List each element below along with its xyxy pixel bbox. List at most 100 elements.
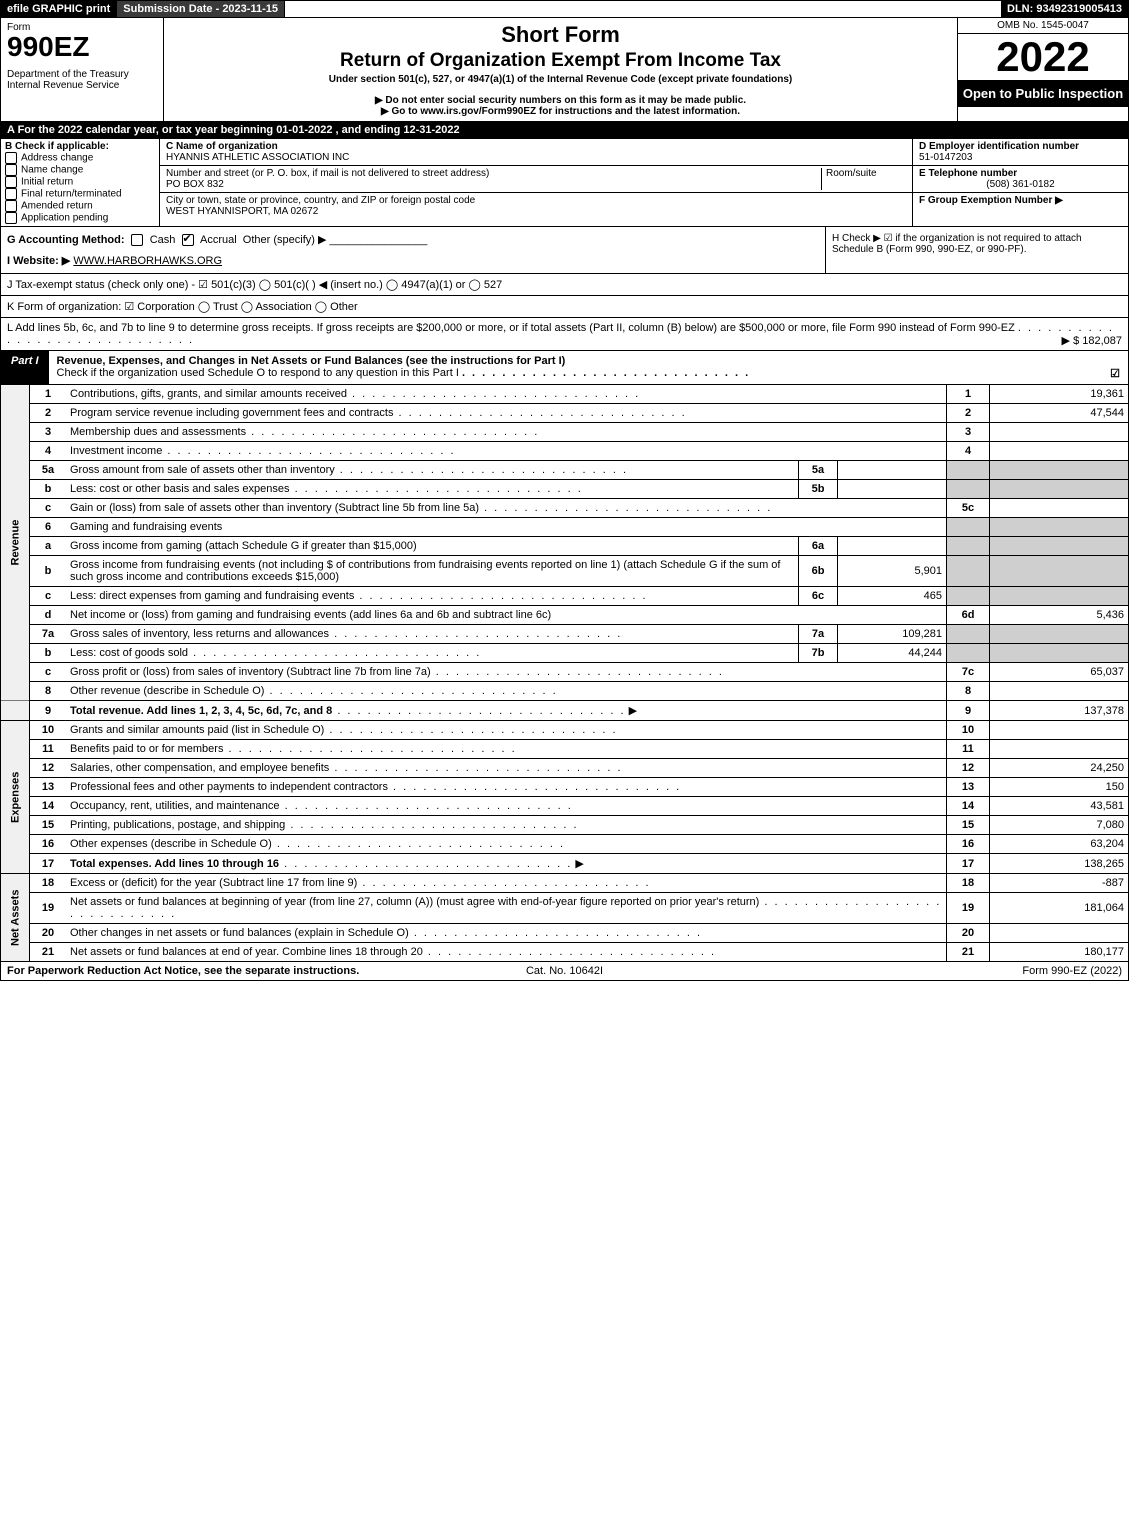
ln-6: 6 bbox=[30, 518, 67, 537]
desc-15: Printing, publications, postage, and shi… bbox=[70, 819, 285, 831]
ln-7b: b bbox=[30, 644, 67, 663]
desc-13: Professional fees and other payments to … bbox=[70, 781, 388, 793]
ln-6d: d bbox=[30, 606, 67, 625]
chk-pending[interactable]: Application pending bbox=[5, 212, 155, 224]
row-l-amount: ▶ $ 182,087 bbox=[1062, 334, 1122, 347]
row-g: G Accounting Method: Cash Accrual Other … bbox=[1, 227, 825, 273]
row-l: L Add lines 5b, 6c, and 7b to line 9 to … bbox=[0, 318, 1129, 351]
omb-number: OMB No. 1545-0047 bbox=[958, 18, 1128, 34]
desc-9: Total revenue. Add lines 1, 2, 3, 4, 5c,… bbox=[70, 705, 332, 717]
ln-6b: b bbox=[30, 556, 67, 587]
f-label: F Group Exemption Number ▶ bbox=[919, 195, 1063, 206]
val-6c: 465 bbox=[838, 587, 947, 606]
desc-1: Contributions, gifts, grants, and simila… bbox=[70, 388, 347, 400]
desc-7c: Gross profit or (loss) from sales of inv… bbox=[70, 666, 431, 678]
val-6b: 5,901 bbox=[838, 556, 947, 587]
side-netassets: Net Assets bbox=[1, 874, 30, 962]
footer-right: Form 990-EZ (2022) bbox=[750, 965, 1122, 977]
chk-address[interactable]: Address change bbox=[5, 152, 155, 164]
val-17: 138,265 bbox=[990, 854, 1129, 874]
chk-cash[interactable] bbox=[131, 234, 143, 246]
bullet-goto-text[interactable]: ▶ Go to www.irs.gov/Form990EZ for instru… bbox=[381, 106, 740, 117]
title-return: Return of Organization Exempt From Incom… bbox=[172, 50, 949, 72]
d-label: D Employer identification number bbox=[919, 141, 1079, 152]
footer-left: For Paperwork Reduction Act Notice, see … bbox=[7, 965, 379, 977]
col-b-title: B Check if applicable: bbox=[5, 141, 155, 152]
val-19: 181,064 bbox=[990, 893, 1129, 924]
bullet-ssn: ▶ Do not enter social security numbers o… bbox=[172, 95, 949, 106]
desc-5c: Gain or (loss) from sale of assets other… bbox=[70, 502, 479, 514]
row-h: H Check ▶ ☑ if the organization is not r… bbox=[825, 227, 1128, 273]
footer-mid: Cat. No. 10642I bbox=[379, 965, 751, 977]
ln-17: 17 bbox=[30, 854, 67, 874]
ln-10: 10 bbox=[30, 721, 67, 740]
submission-date: Submission Date - 2023-11-15 bbox=[117, 1, 285, 17]
ln-18: 18 bbox=[30, 874, 67, 893]
ln-12: 12 bbox=[30, 759, 67, 778]
form-code: 990EZ bbox=[7, 33, 157, 61]
title-short: Short Form bbox=[172, 22, 949, 48]
row-a-taxyear: A For the 2022 calendar year, or tax yea… bbox=[0, 122, 1129, 139]
desc-17: Total expenses. Add lines 10 through 16 bbox=[70, 858, 279, 870]
chk-final[interactable]: Final return/terminated bbox=[5, 188, 155, 200]
num-1: 1 bbox=[947, 385, 990, 404]
part1-check[interactable]: ☑ bbox=[1110, 367, 1120, 380]
chk-initial[interactable]: Initial return bbox=[5, 176, 155, 188]
desc-6c: Less: direct expenses from gaming and fu… bbox=[70, 590, 354, 602]
val-13: 150 bbox=[990, 778, 1129, 797]
i-website[interactable]: WWW.HARBORHAWKS.ORG bbox=[73, 255, 222, 267]
val-9: 137,378 bbox=[990, 701, 1129, 721]
val-18: -887 bbox=[990, 874, 1129, 893]
desc-16: Other expenses (describe in Schedule O) bbox=[70, 838, 272, 850]
desc-5a: Gross amount from sale of assets other t… bbox=[70, 464, 335, 476]
val-12: 24,250 bbox=[990, 759, 1129, 778]
val-15: 7,080 bbox=[990, 816, 1129, 835]
c-city-label: City or town, state or province, country… bbox=[166, 195, 475, 206]
chk-amended[interactable]: Amended return bbox=[5, 200, 155, 212]
ln-11: 11 bbox=[30, 740, 67, 759]
val-7a: 109,281 bbox=[838, 625, 947, 644]
part1-label: Part I bbox=[1, 351, 49, 384]
desc-14: Occupancy, rent, utilities, and maintena… bbox=[70, 800, 280, 812]
desc-21: Net assets or fund balances at end of ye… bbox=[70, 946, 423, 958]
ln-2: 2 bbox=[30, 404, 67, 423]
desc-6: Gaming and fundraising events bbox=[66, 518, 947, 537]
val-16: 63,204 bbox=[990, 835, 1129, 854]
part1-title: Revenue, Expenses, and Changes in Net As… bbox=[49, 351, 1128, 384]
form-header: Form 990EZ Department of the Treasury In… bbox=[0, 18, 1129, 122]
part1-header: Part I Revenue, Expenses, and Changes in… bbox=[0, 351, 1129, 385]
desc-8: Other revenue (describe in Schedule O) bbox=[70, 685, 264, 697]
row-j: J Tax-exempt status (check only one) - ☑… bbox=[0, 274, 1129, 296]
desc-20: Other changes in net assets or fund bala… bbox=[70, 927, 409, 939]
c-room-label: Room/suite bbox=[821, 168, 906, 190]
ln-13: 13 bbox=[30, 778, 67, 797]
tax-year: 2022 bbox=[958, 34, 1128, 80]
side-revenue: Revenue bbox=[1, 385, 30, 701]
ln-15: 15 bbox=[30, 816, 67, 835]
ln-5b: b bbox=[30, 480, 67, 499]
ln-20: 20 bbox=[30, 924, 67, 943]
page-footer: For Paperwork Reduction Act Notice, see … bbox=[0, 962, 1129, 981]
efile-label[interactable]: efile GRAPHIC print bbox=[1, 1, 117, 17]
col-def: D Employer identification number 51-0147… bbox=[913, 139, 1128, 226]
ln-3: 3 bbox=[30, 423, 67, 442]
ln-6a: a bbox=[30, 537, 67, 556]
i-label: I Website: ▶ bbox=[7, 255, 70, 267]
c-street-label: Number and street (or P. O. box, if mail… bbox=[166, 168, 489, 179]
ln-21: 21 bbox=[30, 943, 67, 962]
dln-label: DLN: 93492319005413 bbox=[1001, 1, 1128, 17]
header-right: OMB No. 1545-0047 2022 Open to Public In… bbox=[957, 18, 1128, 121]
ln-19: 19 bbox=[30, 893, 67, 924]
val-6d: 5,436 bbox=[990, 606, 1129, 625]
desc-7b: Less: cost of goods sold bbox=[70, 647, 188, 659]
chk-name[interactable]: Name change bbox=[5, 164, 155, 176]
c-name-label: C Name of organization bbox=[166, 141, 278, 152]
ln-16: 16 bbox=[30, 835, 67, 854]
chk-accrual[interactable] bbox=[182, 234, 194, 246]
desc-3: Membership dues and assessments bbox=[70, 426, 246, 438]
section-bcdef: B Check if applicable: Address change Na… bbox=[0, 139, 1129, 227]
c-name-val: HYANNIS ATHLETIC ASSOCIATION INC bbox=[166, 152, 349, 163]
ln-7a: 7a bbox=[30, 625, 67, 644]
desc-12: Salaries, other compensation, and employ… bbox=[70, 762, 329, 774]
val-21: 180,177 bbox=[990, 943, 1129, 962]
